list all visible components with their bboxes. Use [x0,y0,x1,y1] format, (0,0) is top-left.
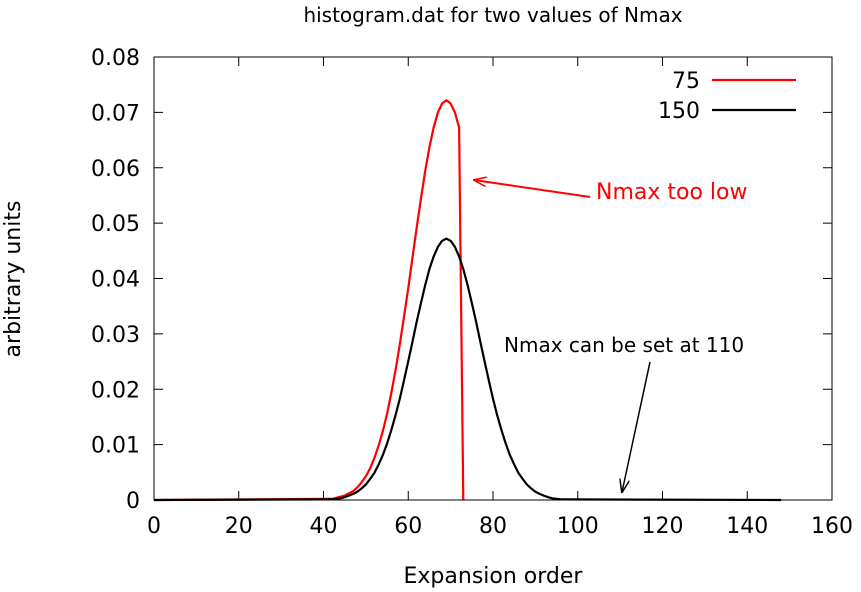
y-tick-label: 0.06 [91,157,140,182]
x-tick-label: 120 [642,514,684,539]
annotation-nmax-too-low: Nmax too low [596,180,748,205]
series-line-150 [153,237,782,502]
x-tick-label: 40 [310,514,338,539]
x-tick-label: 100 [557,514,599,539]
y-tick-label: 0.08 [91,46,140,71]
x-tick-label: 160 [811,514,853,539]
y-tick-label: 0.03 [91,323,140,348]
annotation-arrow-red [474,180,591,198]
x-tick-label: 20 [225,514,253,539]
x-tick-label: 140 [726,514,768,539]
plot-frame [153,56,833,501]
legend-label: 75 [672,69,700,94]
y-tick-label: 0.04 [91,268,140,293]
x-tick-label: 60 [394,514,422,539]
annotation-arrow-black [622,361,651,492]
y-tick-label: 0.05 [91,212,140,237]
chart-title: histogram.dat for two values of Nmax [303,3,682,27]
y-axis-label: arbitrary units [1,201,26,358]
x-tick-label: 80 [479,514,507,539]
legend-label: 150 [658,99,700,124]
annotation-nmax-110: Nmax can be set at 110 [504,333,744,357]
series-line-75 [153,99,465,502]
y-tick-label: 0.01 [91,434,140,459]
x-tick-label: 0 [147,514,161,539]
x-axis-label: Expansion order [404,564,584,589]
y-tick-label: 0.07 [91,101,140,126]
y-tick-label: 0 [126,489,140,514]
y-tick-label: 0.02 [91,378,140,403]
